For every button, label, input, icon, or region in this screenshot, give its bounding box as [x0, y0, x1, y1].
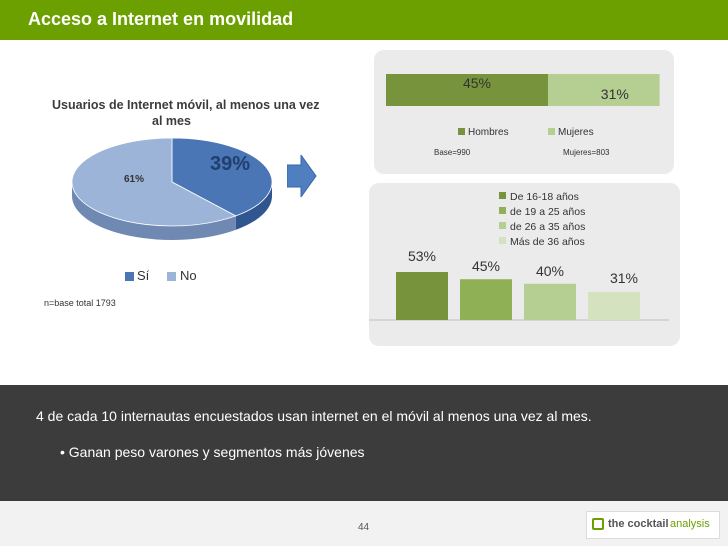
arrow-right-icon	[287, 155, 317, 197]
gender-bar-hombres	[386, 74, 548, 106]
age-label-2: 45%	[472, 258, 500, 274]
pie-title-line2: al mes	[152, 114, 191, 128]
legend-no-swatch	[167, 272, 176, 281]
age-label-4: 31%	[610, 270, 638, 286]
age-legend-swatch-4	[499, 237, 506, 244]
age-legend-swatch-3	[499, 222, 506, 229]
logo-mark-icon	[592, 518, 604, 530]
pie-slice-sí	[171, 137, 273, 217]
company-logo: the cocktail analysis	[586, 511, 720, 539]
pie-title-line1: Usuarios de Internet móvil, al menos una…	[52, 98, 320, 112]
legend-si-label: Sí	[137, 268, 150, 283]
gender-legend-swatch-hombres	[458, 128, 465, 135]
pie-label-no: 61%	[124, 174, 144, 185]
age-bar-4	[588, 291, 640, 320]
pie-side-no	[72, 182, 236, 240]
gender-legend-label-mujeres: Mujeres	[558, 127, 594, 138]
logo-text-light: analysis	[670, 518, 710, 530]
gender-legend-label-hombres: Hombres	[468, 127, 509, 138]
pie-label-si: 39%	[210, 153, 250, 175]
legend-si-swatch	[125, 272, 134, 281]
gender-base-hombres: Base=990	[434, 148, 471, 157]
pie-slice-no	[71, 137, 237, 227]
logo-text-bold: the cocktail	[608, 518, 669, 530]
legend-no-label: No	[180, 268, 197, 283]
page-number: 44	[358, 522, 370, 533]
title-bar	[0, 0, 728, 40]
gender-legend-swatch-mujeres	[548, 128, 555, 135]
age-legend-label-4: Más de 36 años	[510, 236, 585, 248]
age-legend-swatch-1	[499, 192, 506, 199]
age-legend-label-1: De 16-18 años	[510, 191, 579, 203]
base-note: n=base total 1793	[44, 298, 116, 308]
age-bar-1	[396, 272, 448, 320]
age-bar-2	[460, 279, 512, 320]
gender-bar-chart: 45% 31% Hombres Mujeres	[386, 74, 660, 138]
age-bar-3	[524, 283, 576, 320]
gender-base-mujeres: Mujeres=803	[563, 148, 610, 157]
age-legend-swatch-2	[499, 207, 506, 214]
gender-bar-mujeres	[548, 74, 660, 106]
age-legend-label-3: de 26 a 35 años	[510, 221, 585, 233]
gender-panel	[374, 50, 674, 174]
gender-label-hombres: 45%	[463, 75, 491, 91]
gender-label-mujeres: 31%	[601, 86, 629, 102]
summary-bullet: • Ganan peso varones y segmentos más jóv…	[60, 444, 365, 460]
age-label-3: 40%	[536, 263, 564, 279]
age-bar-chart: 53% 45% 40% 31% De 16-18 años de 19 a 25 años…	[369, 191, 669, 321]
slide-title: Acceso a Internet en movilidad	[28, 9, 294, 29]
pie-side-sí	[235, 182, 272, 230]
summary-bar	[0, 385, 728, 501]
pie-chart: 39% 61%	[71, 137, 273, 240]
summary-main: 4 de cada 10 internautas encuestados usa…	[36, 408, 592, 424]
age-label-1: 53%	[408, 248, 436, 264]
age-legend-label-2: de 19 a 25 años	[510, 206, 585, 218]
